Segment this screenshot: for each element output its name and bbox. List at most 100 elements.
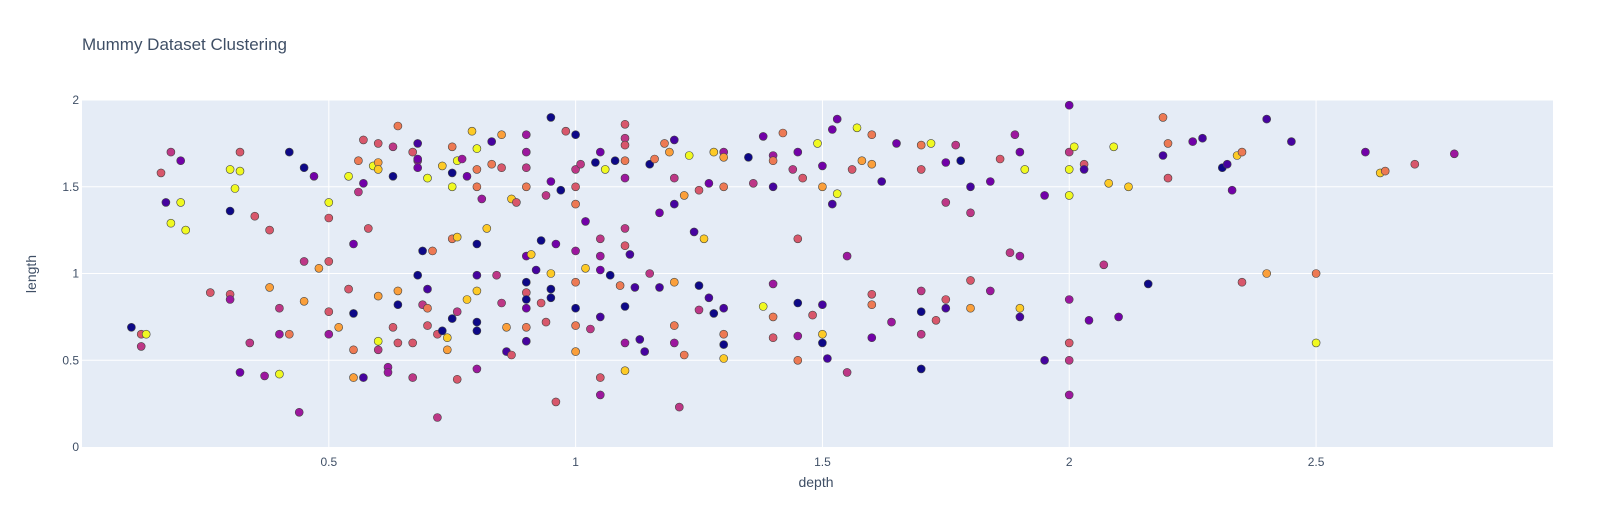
y-tick-label: 0 xyxy=(72,440,79,454)
data-point xyxy=(645,269,655,278)
data-point xyxy=(1237,147,1247,157)
data-point xyxy=(1114,312,1123,322)
data-point xyxy=(679,350,689,360)
data-point xyxy=(1380,166,1390,176)
data-point xyxy=(571,199,580,209)
data-point xyxy=(551,239,561,249)
data-point xyxy=(758,302,768,311)
data-point xyxy=(926,139,936,148)
data-point xyxy=(1084,315,1094,325)
data-point xyxy=(359,179,368,188)
data-point xyxy=(620,173,630,183)
data-point xyxy=(1069,142,1079,152)
data-points xyxy=(127,100,1459,422)
data-point xyxy=(630,283,640,292)
data-point xyxy=(245,338,255,348)
data-point xyxy=(719,354,729,363)
data-point xyxy=(393,338,403,348)
data-point xyxy=(669,173,679,183)
data-point xyxy=(818,161,827,171)
data-point xyxy=(818,300,827,310)
data-point xyxy=(966,303,975,313)
data-point xyxy=(161,198,171,207)
data-point xyxy=(418,246,427,256)
data-point xyxy=(472,317,482,327)
y-tick-label: 1 xyxy=(72,267,79,281)
data-point xyxy=(635,335,645,344)
data-point xyxy=(344,284,353,294)
data-point xyxy=(620,366,630,376)
data-point xyxy=(595,265,605,275)
data-point xyxy=(719,182,729,192)
data-point xyxy=(966,182,975,192)
data-point xyxy=(694,281,704,290)
data-point xyxy=(1311,338,1321,348)
data-point xyxy=(546,284,556,294)
data-point xyxy=(275,303,284,313)
data-point xyxy=(877,177,887,186)
data-point xyxy=(408,147,418,157)
data-point xyxy=(689,227,699,237)
data-point xyxy=(423,303,432,313)
data-point xyxy=(206,288,215,297)
data-point xyxy=(546,293,556,303)
data-point xyxy=(813,139,822,148)
data-point xyxy=(694,185,704,195)
data-point xyxy=(250,211,260,221)
data-point xyxy=(344,172,353,181)
y-axis-title: length xyxy=(23,255,39,293)
data-point xyxy=(507,350,516,360)
data-point xyxy=(768,279,778,289)
data-point xyxy=(354,187,363,197)
data-point xyxy=(176,156,185,165)
data-point xyxy=(299,257,309,266)
data-point xyxy=(324,213,334,223)
data-point xyxy=(1064,390,1074,400)
data-point xyxy=(660,139,669,148)
data-point xyxy=(536,298,546,308)
data-point xyxy=(388,322,398,332)
data-point xyxy=(373,336,383,346)
data-point xyxy=(827,199,837,209)
x-tick-label: 0.5 xyxy=(320,455,337,469)
data-point xyxy=(595,234,605,244)
data-point xyxy=(388,142,398,152)
data-point xyxy=(497,298,506,308)
data-point xyxy=(610,156,620,165)
y-tick-label: 0.5 xyxy=(62,353,79,367)
data-point xyxy=(768,182,778,192)
data-point xyxy=(225,295,235,304)
data-point xyxy=(669,135,679,145)
data-point xyxy=(423,173,432,183)
data-point xyxy=(768,312,778,322)
data-point xyxy=(571,130,580,139)
data-point xyxy=(541,191,551,200)
data-point xyxy=(393,300,403,310)
data-point xyxy=(694,305,704,315)
data-point xyxy=(576,159,585,169)
data-point xyxy=(294,407,304,417)
data-point xyxy=(521,147,531,157)
data-point xyxy=(916,286,926,296)
data-point xyxy=(719,340,729,349)
data-point xyxy=(1158,113,1168,122)
data-point xyxy=(600,165,610,174)
data-point xyxy=(823,354,832,363)
data-point xyxy=(995,154,1005,164)
data-point xyxy=(521,182,531,192)
data-point xyxy=(472,239,482,249)
data-point xyxy=(586,324,595,334)
data-point xyxy=(413,154,423,164)
data-point xyxy=(141,329,151,339)
data-point xyxy=(349,373,358,382)
data-point xyxy=(818,338,827,348)
data-point xyxy=(699,234,709,244)
data-point xyxy=(349,345,358,355)
data-point xyxy=(674,402,684,412)
data-point xyxy=(166,218,176,228)
data-point xyxy=(393,286,403,296)
data-point xyxy=(225,165,235,174)
data-point xyxy=(1163,139,1173,148)
